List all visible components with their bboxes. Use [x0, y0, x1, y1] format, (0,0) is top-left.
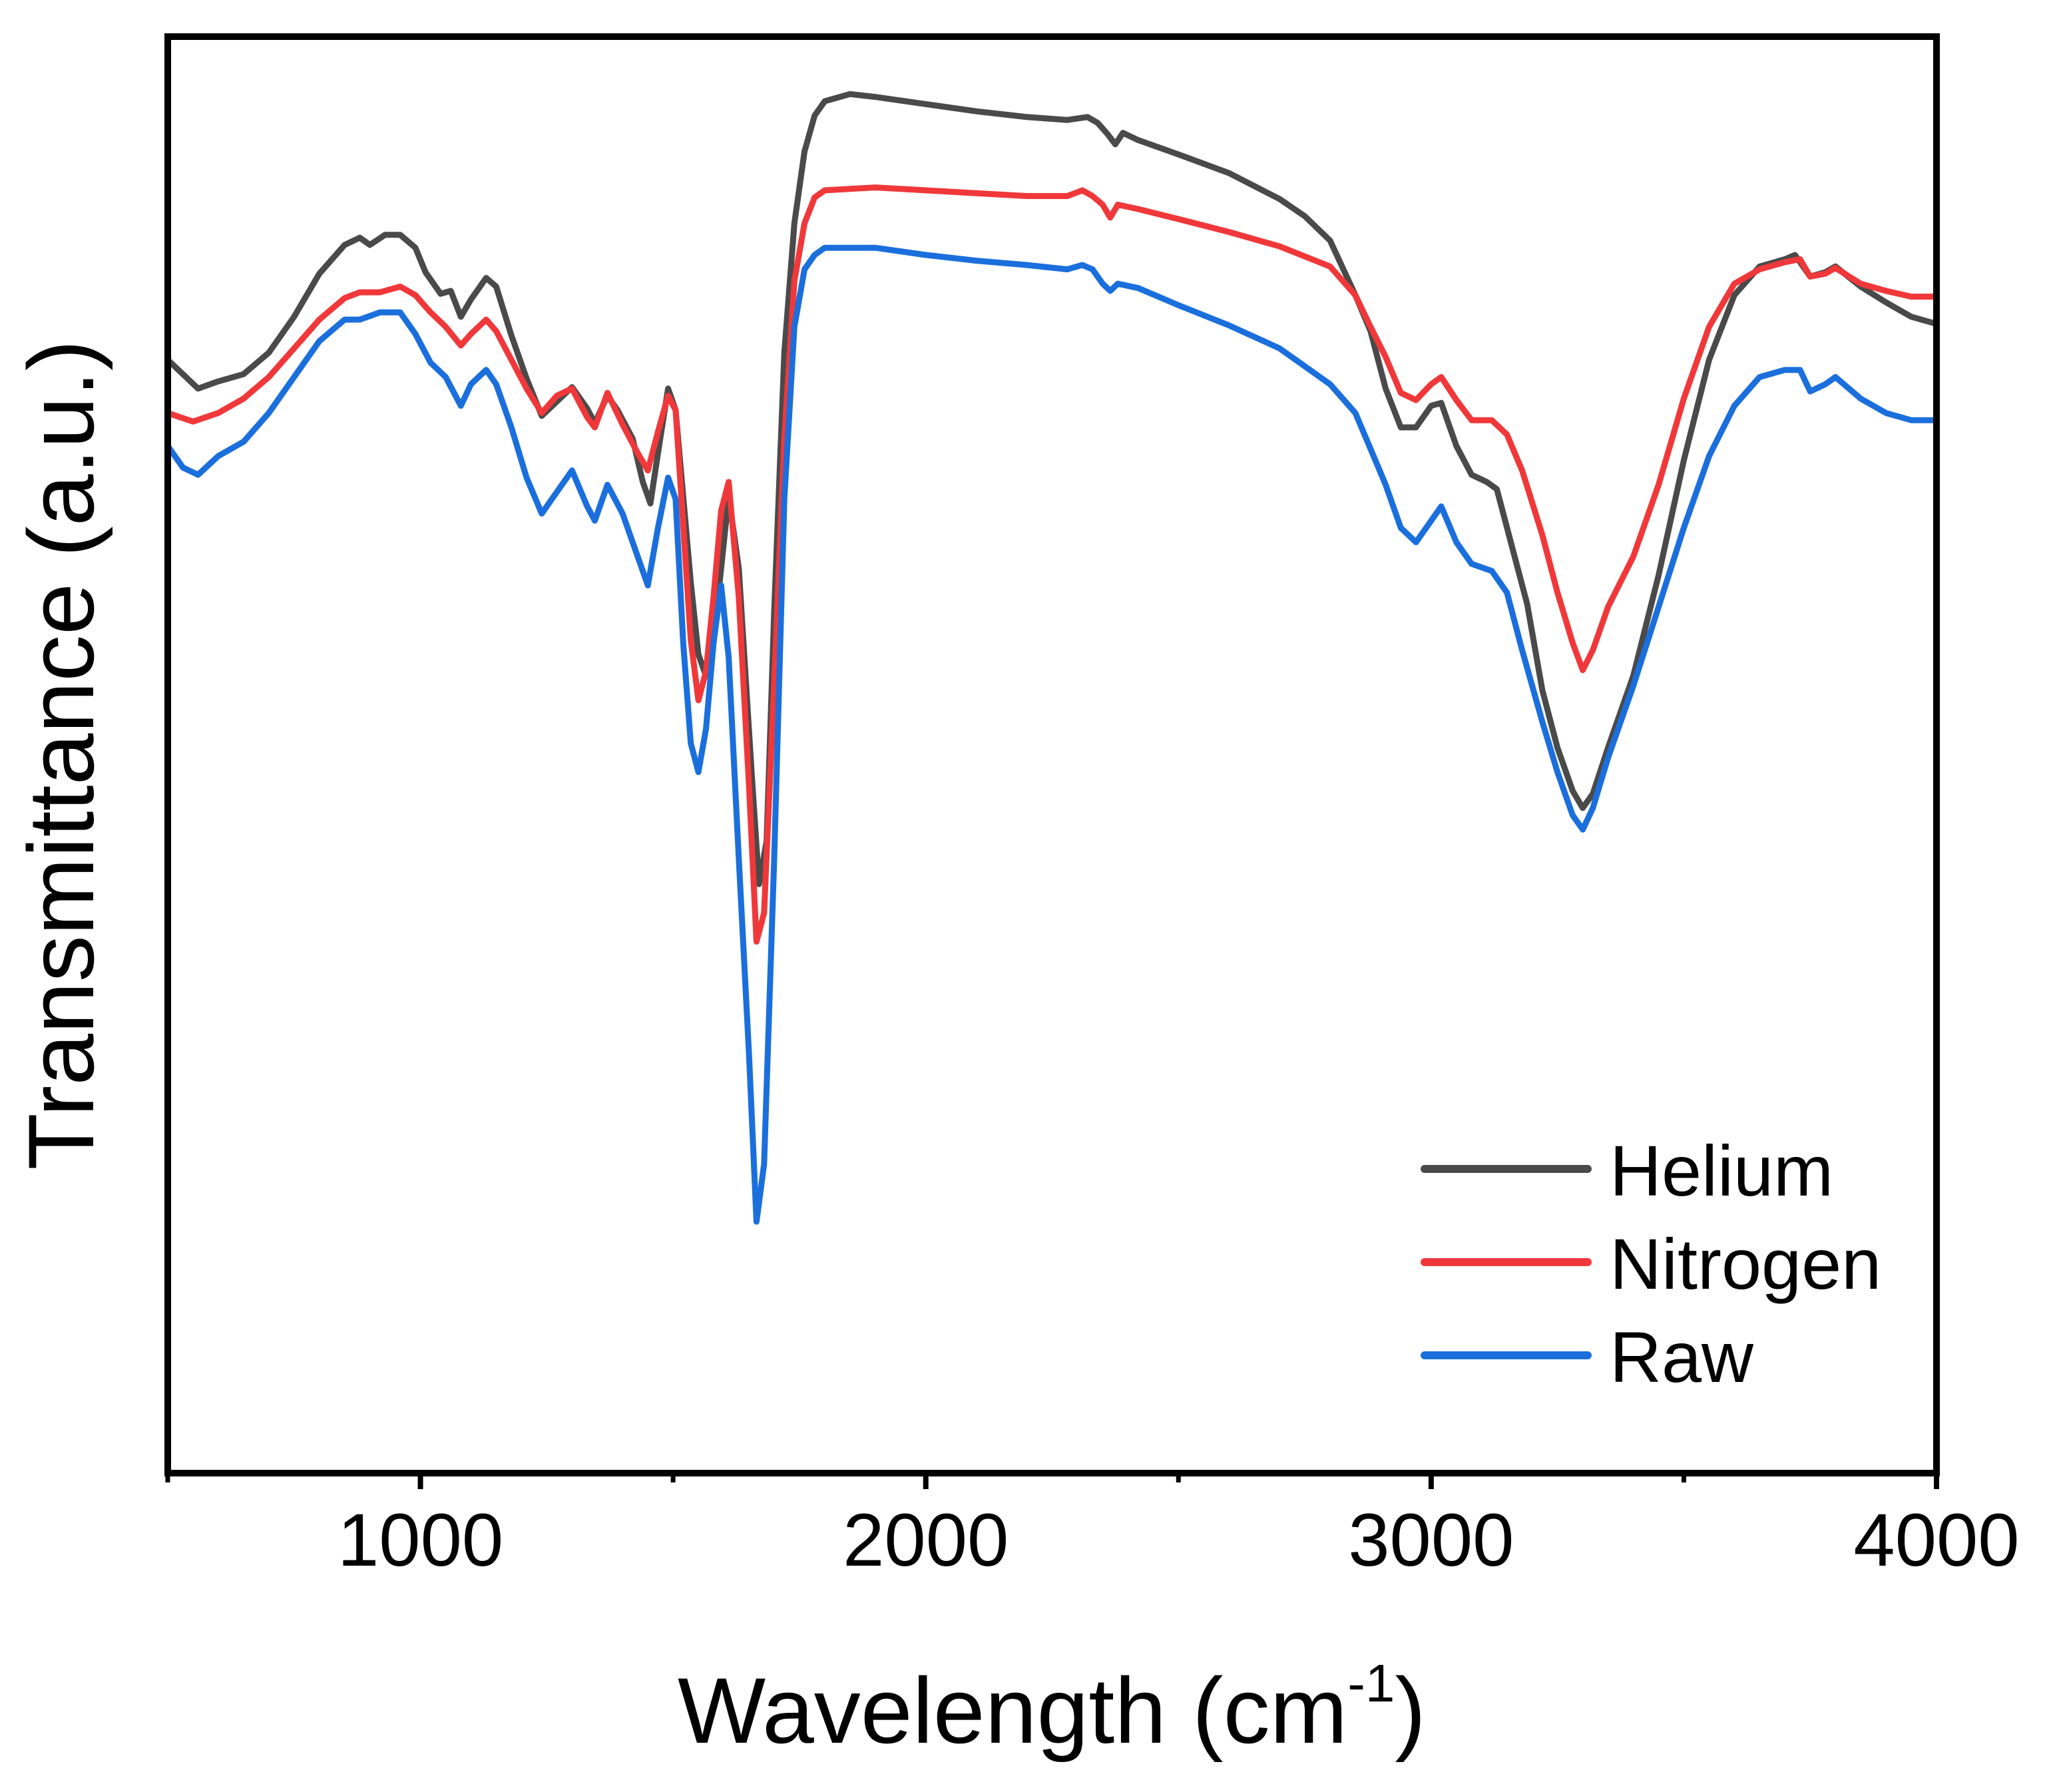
series-line-helium	[164, 91, 1940, 887]
y-axis-label: Transmittance (a.u.)	[9, 339, 113, 1170]
x-axis-label-superscript: -1	[1347, 1654, 1395, 1713]
x-tick-label: 3000	[1348, 1498, 1514, 1582]
x-tick-label: 4000	[1853, 1498, 2019, 1582]
x-axis-label-main: Wavelength (cm	[678, 1658, 1347, 1763]
x-axis-label-close: )	[1395, 1658, 1426, 1763]
series-layer	[164, 91, 1940, 1225]
series-line-nitrogen	[164, 184, 1940, 945]
x-axis-label: Wavelength (cm-1)	[678, 1654, 1426, 1763]
legend-label-raw: Raw	[1610, 1317, 1754, 1397]
x-tick-label: 1000	[338, 1498, 503, 1582]
x-tick-label: 2000	[843, 1498, 1009, 1582]
legend-label-nitrogen: Nitrogen	[1610, 1224, 1881, 1304]
legend: Helium Nitrogen Raw	[1421, 1130, 1881, 1397]
plot-frame	[164, 33, 1940, 1476]
series-line-raw	[164, 244, 1940, 1225]
legend-label-helium: Helium	[1610, 1130, 1833, 1211]
x-axis-ticks: 1000 2000 3000 4000	[165, 1473, 2020, 1582]
